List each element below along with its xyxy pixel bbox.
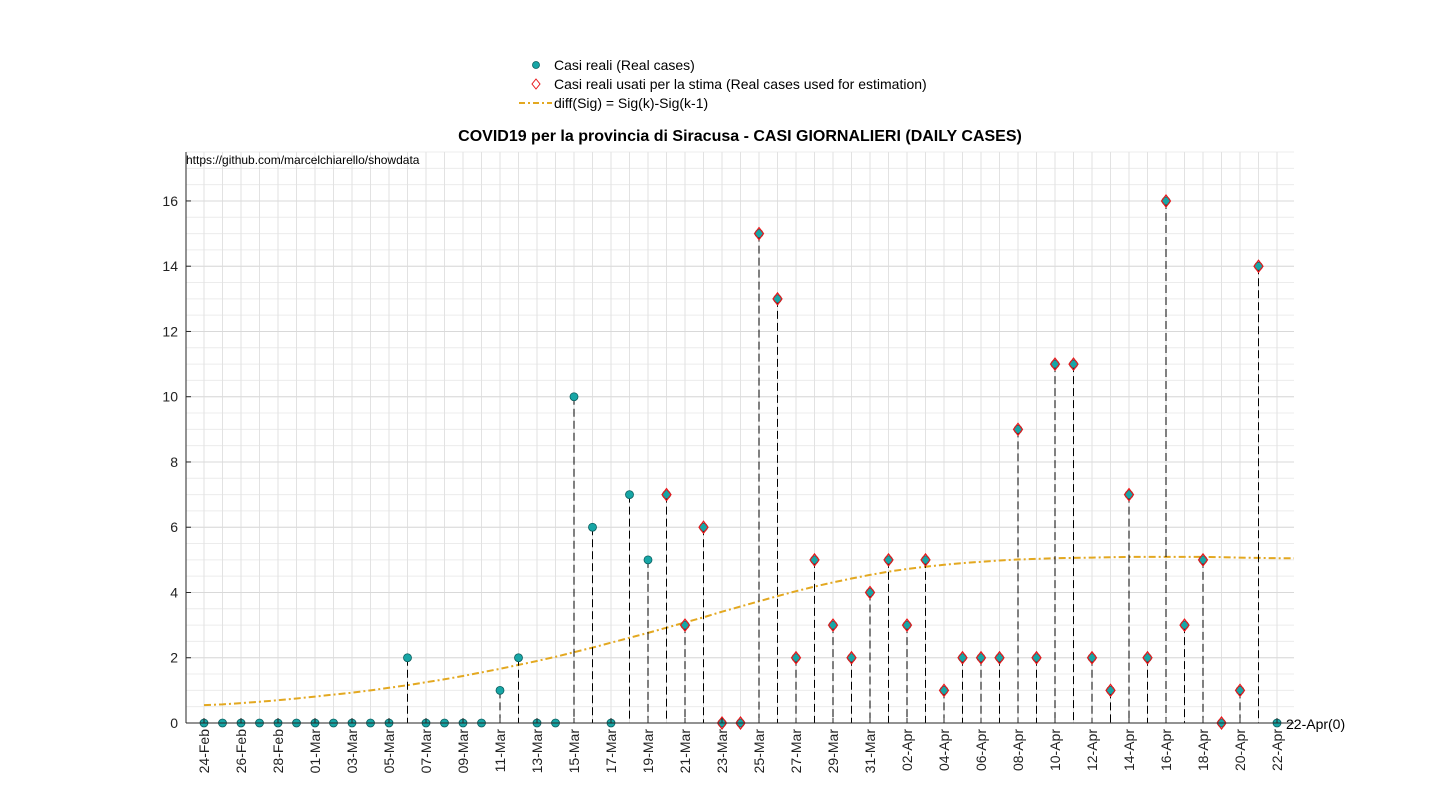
x-tick-label: 05-Mar xyxy=(381,729,397,774)
chart-title: COVID19 per la provincia di Siracusa - C… xyxy=(458,128,1022,145)
estimation-case-point xyxy=(938,683,950,698)
x-tick-label: 10-Apr xyxy=(1047,729,1063,771)
estimation-case-point xyxy=(679,618,691,633)
x-tick-label: 01-Mar xyxy=(307,729,323,774)
x-tick-label: 21-Mar xyxy=(677,729,693,774)
x-tick-label: 24-Feb xyxy=(196,729,212,774)
x-tick-label: 08-Apr xyxy=(1010,729,1026,771)
x-tick-label: 23-Mar xyxy=(714,729,730,774)
estimation-case-point xyxy=(1160,193,1172,208)
x-tick-label: 14-Apr xyxy=(1121,729,1137,771)
x-tick-label: 06-Apr xyxy=(973,729,989,771)
y-tick-label: 6 xyxy=(170,519,178,535)
x-tick-label: 29-Mar xyxy=(825,729,841,774)
estimation-case-point xyxy=(994,650,1005,665)
x-tick-label: 19-Mar xyxy=(640,729,656,774)
estimation-case-point xyxy=(920,552,931,567)
real-case-point xyxy=(569,392,579,402)
real-case-point xyxy=(495,685,505,695)
estimation-case-point xyxy=(901,618,913,633)
x-tick-label: 12-Apr xyxy=(1084,729,1100,771)
stem-layer xyxy=(407,200,1259,723)
estimation-case-point xyxy=(661,487,672,502)
estimation-case-point xyxy=(1197,552,1209,567)
estimation-case-point xyxy=(957,650,968,665)
x-tick-label: 27-Mar xyxy=(788,729,804,774)
x-tick-label: 18-Apr xyxy=(1195,729,1211,771)
legend-curve-label: diff(Sig) = Sig(k)-Sig(k-1) xyxy=(554,95,708,111)
estimation-case-point xyxy=(883,552,894,567)
estimation-case-point xyxy=(716,716,728,730)
y-tick-label: 8 xyxy=(170,454,178,470)
y-tick-label: 12 xyxy=(162,323,178,339)
legend-real-cases-icon xyxy=(532,61,540,69)
x-tick-label: 03-Mar xyxy=(344,729,360,774)
y-tick-label: 2 xyxy=(170,650,178,666)
x-tick-label: 07-Mar xyxy=(418,729,434,774)
real-case-point xyxy=(643,555,653,565)
real-case-point xyxy=(588,522,597,532)
estimation-case-point xyxy=(735,716,746,730)
legend-estimation-cases-label: Casi reali usati per la stima (Real case… xyxy=(554,76,927,92)
x-tick-label: 25-Mar xyxy=(751,729,767,774)
real-case-point xyxy=(625,490,634,500)
estimation-case-point xyxy=(1031,650,1042,665)
estimation-case-point xyxy=(846,650,857,665)
legend-estimation-cases-icon xyxy=(531,78,541,90)
y-tick-label: 0 xyxy=(170,715,178,731)
estimation-case-point xyxy=(1234,683,1246,698)
estimation-case-point xyxy=(864,585,876,600)
fit-curve-line xyxy=(203,555,1294,707)
real-case-point xyxy=(403,653,412,663)
y-tick-label: 16 xyxy=(162,193,178,209)
estimation-case-point xyxy=(1012,422,1024,437)
x-tick-label: 17-Mar xyxy=(603,729,619,774)
estimation-case-point xyxy=(1123,487,1135,502)
source-url: https://github.com/marcelchiarello/showd… xyxy=(186,153,420,167)
estimation-case-point xyxy=(827,618,839,633)
grid xyxy=(186,151,1294,724)
estimation-case-point xyxy=(975,650,987,665)
end-date-label: 22-Apr(0) xyxy=(1286,716,1345,732)
legend: Casi reali (Real cases) Casi reali usati… xyxy=(519,57,927,111)
x-tick-label: 04-Apr xyxy=(936,729,952,771)
estimation-case-point xyxy=(1086,650,1098,665)
estimation-case-point xyxy=(809,552,820,567)
axes: 0 2 4 6 8 10 12 14 16 24-Feb 26-Feb 28-Feb 01-Mar 03-… xyxy=(162,152,1294,773)
estimation-case-point xyxy=(1068,357,1079,372)
x-tick-label: 15-Mar xyxy=(566,729,582,774)
estimation-case-point xyxy=(772,291,783,306)
estimation-case-point xyxy=(1253,259,1264,274)
y-tick-label: 10 xyxy=(162,389,178,405)
y-tick-label: 4 xyxy=(170,584,178,600)
estimation-case-point xyxy=(698,520,709,535)
x-tick-label: 22-Apr xyxy=(1269,729,1285,771)
fit-curve-layer xyxy=(203,555,1294,707)
x-tick-label: 31-Mar xyxy=(862,729,878,774)
estimation-case-point xyxy=(1142,650,1153,665)
y-tick-label: 14 xyxy=(162,258,178,274)
estimation-case-point xyxy=(1216,716,1227,730)
marker-layer xyxy=(199,193,1282,730)
x-tick-label: 16-Apr xyxy=(1158,729,1174,771)
estimation-case-point xyxy=(790,650,802,665)
x-tick-label: 28-Feb xyxy=(270,729,286,774)
estimation-case-point xyxy=(753,226,765,241)
legend-real-cases-label: Casi reali (Real cases) xyxy=(554,57,695,73)
x-tick-label: 26-Feb xyxy=(233,729,249,774)
x-tick-label: 09-Mar xyxy=(455,729,471,774)
x-tick-label: 13-Mar xyxy=(529,729,545,774)
x-tick-label: 20-Apr xyxy=(1232,729,1248,771)
estimation-case-point xyxy=(1179,618,1190,633)
estimation-case-point xyxy=(1105,683,1116,698)
x-tick-label: 02-Apr xyxy=(899,729,915,771)
x-tick-label: 11-Mar xyxy=(492,729,508,773)
estimation-case-point xyxy=(1049,357,1061,372)
real-case-point xyxy=(514,653,523,663)
